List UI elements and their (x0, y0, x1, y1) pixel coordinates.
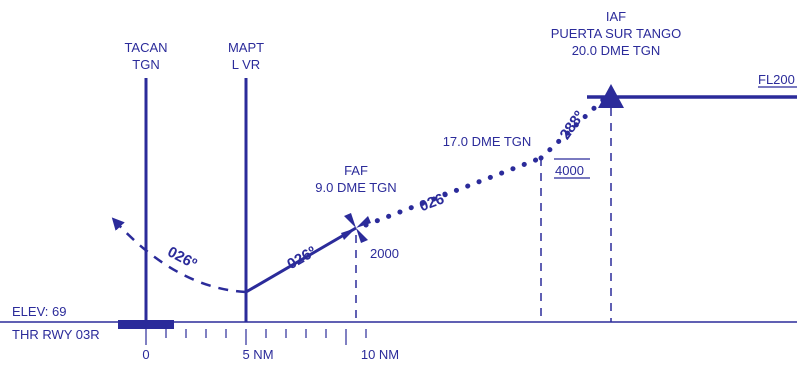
iaf-altitude: FL200 (758, 72, 795, 87)
runway-threshold: THR RWY 03R (12, 327, 100, 342)
faf-maltese-cross-icon (341, 213, 371, 243)
iaf-label: IAF (606, 9, 626, 24)
faf-dme: 9.0 DME TGN (315, 180, 396, 195)
intermediate-segment (363, 155, 544, 228)
missed-approach-path (111, 217, 247, 294)
final-approach-path (245, 226, 357, 294)
runway-bar (118, 320, 174, 329)
sdf-dme-label: 17.0 DME TGN (443, 134, 532, 149)
scale-five-label: 5 NM (242, 347, 273, 362)
iaf-name: PUERTA SUR TANGO (551, 26, 682, 41)
initial-segment (538, 94, 609, 161)
faf-altitude: 2000 (370, 246, 399, 261)
sdf-altitude: 4000 (555, 163, 584, 178)
mapt-label: MAPT (228, 40, 264, 55)
tacan-label: TACAN (124, 40, 167, 55)
scale-zero-label: 0 (142, 347, 149, 362)
iaf-triangle-icon (598, 84, 624, 108)
intermediate-course: 026º (417, 188, 452, 215)
initial-course: 288º (557, 108, 589, 143)
airport-elevation: ELEV: 69 (12, 304, 66, 319)
scale-ten-label: 10 NM (361, 347, 399, 362)
faf-label: FAF (344, 163, 368, 178)
distance-scale (145, 329, 367, 345)
tacan-ident: TGN (132, 57, 159, 72)
final-approach-course: 026º (284, 243, 319, 273)
mapt-ident: L VR (232, 57, 260, 72)
iaf-dme: 20.0 DME TGN (572, 43, 661, 58)
